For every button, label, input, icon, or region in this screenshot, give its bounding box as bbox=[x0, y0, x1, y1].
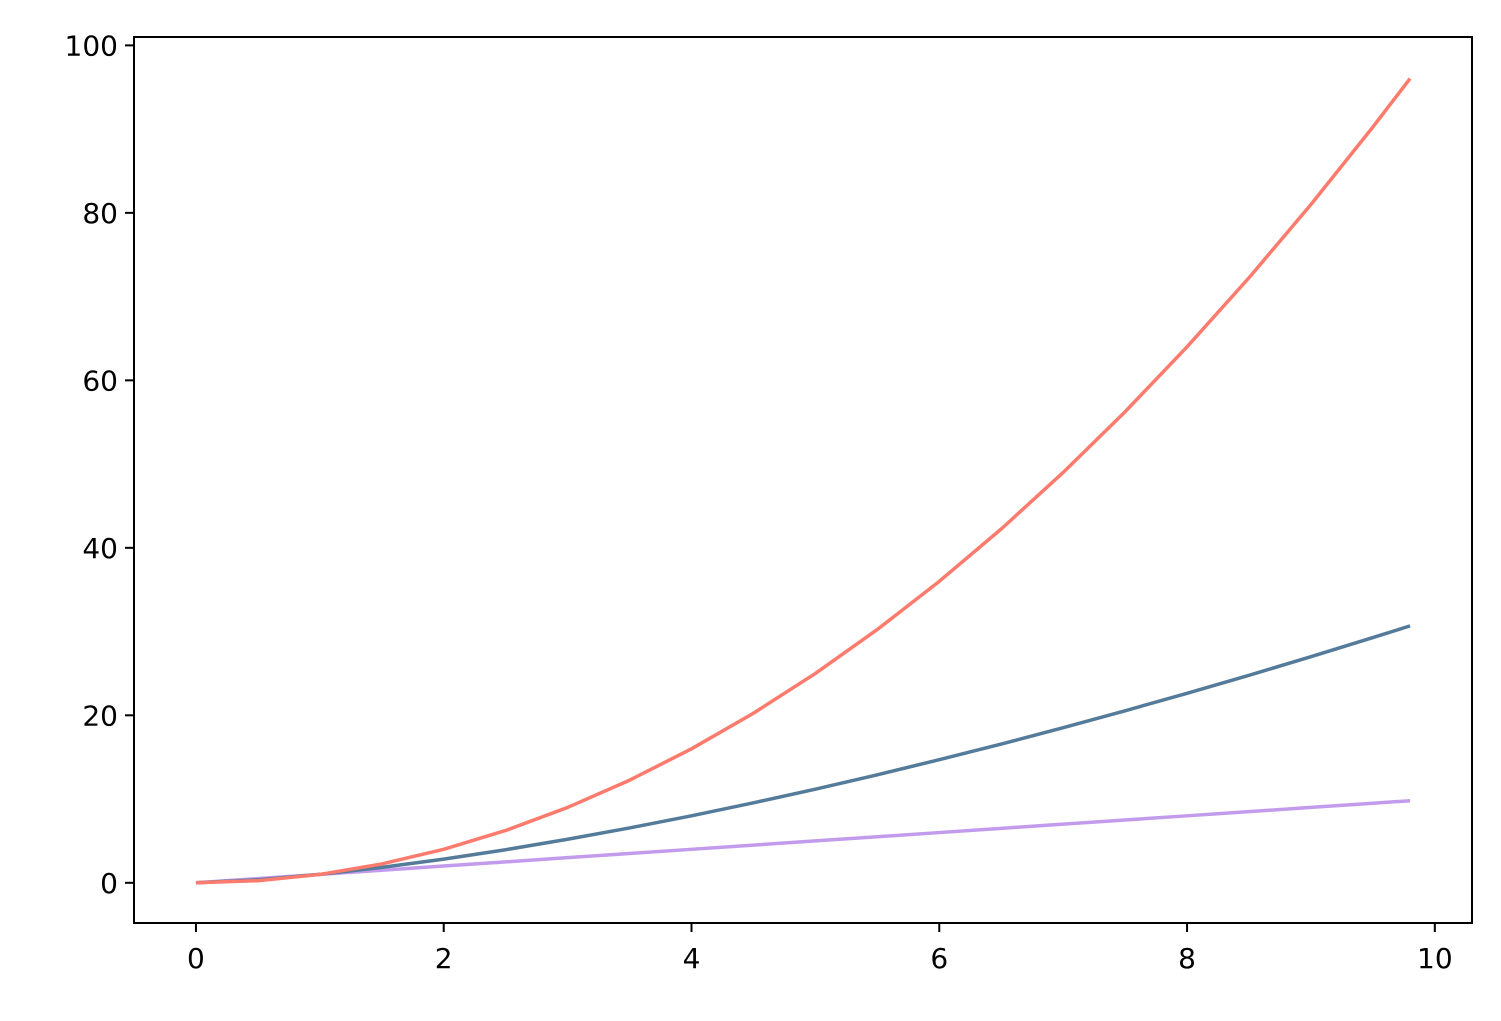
series-layer bbox=[195, 77, 1412, 885]
x-axis: 0 2 4 6 8 10 bbox=[187, 923, 1453, 975]
y-tick-label: 100 bbox=[65, 29, 118, 62]
y-tick-label: 0 bbox=[100, 867, 118, 900]
series-line-1 bbox=[195, 798, 1411, 885]
y-tick-label: 80 bbox=[82, 197, 118, 230]
x-tick-label: 6 bbox=[930, 942, 948, 975]
x-tick-label: 0 bbox=[187, 942, 205, 975]
series-line-3 bbox=[195, 77, 1412, 885]
series-line-2 bbox=[195, 624, 1411, 885]
y-tick-label: 20 bbox=[82, 699, 118, 732]
x-tick-label: 2 bbox=[435, 942, 453, 975]
y-tick-label: 60 bbox=[82, 364, 118, 397]
x-tick-label: 8 bbox=[1178, 942, 1196, 975]
y-axis: 0 20 40 60 80 100 bbox=[65, 29, 134, 900]
plot-frame bbox=[133, 36, 1473, 924]
plot-background bbox=[134, 37, 1472, 923]
x-tick-label: 4 bbox=[683, 942, 701, 975]
y-tick-label: 40 bbox=[82, 532, 118, 565]
x-tick-label: 10 bbox=[1417, 942, 1453, 975]
